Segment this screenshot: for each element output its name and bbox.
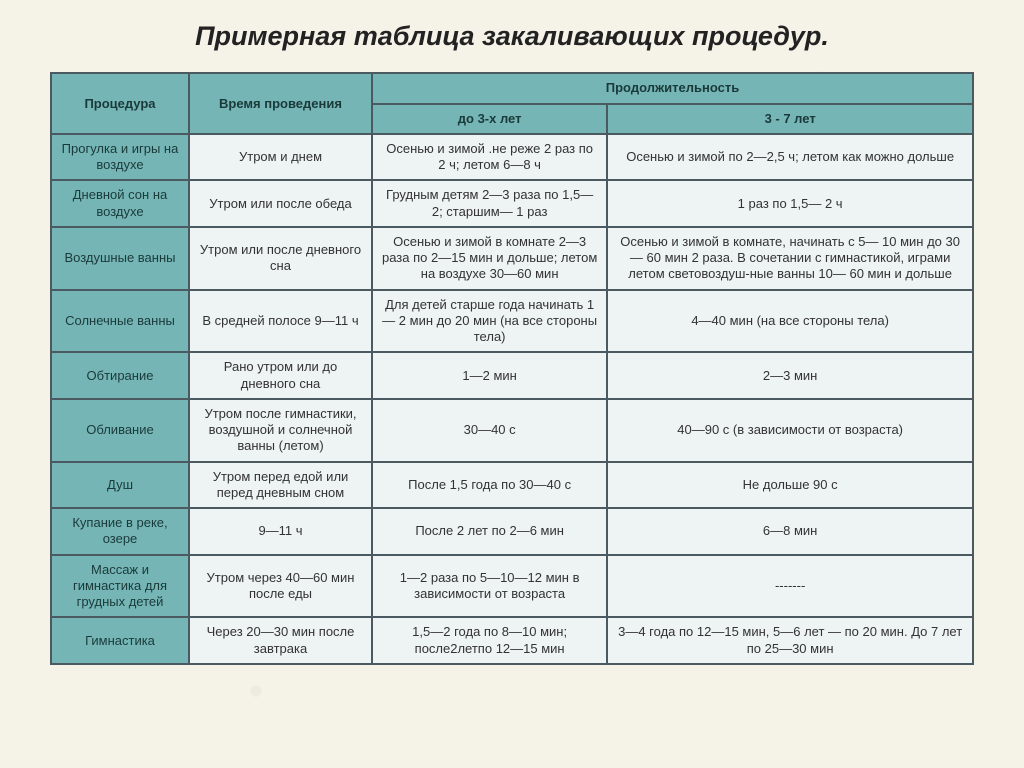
- cell-procedure: Купание в реке, озере: [52, 509, 188, 554]
- procedures-table: Процедура Время проведения Продолжительн…: [50, 72, 974, 665]
- cell-from3to7: -------: [608, 556, 972, 617]
- cell-time: 9—11 ч: [190, 509, 371, 554]
- cell-under3: Осенью и зимой в комнате 2—3 раза по 2—1…: [373, 228, 606, 289]
- table-row: ГимнастикаЧерез 20—30 мин после завтрака…: [52, 618, 972, 663]
- table-row: ОбтираниеРано утром или до дневного сна1…: [52, 353, 972, 398]
- cell-procedure: Обтирание: [52, 353, 188, 398]
- cell-from3to7: 4—40 мин (на все стороны тела): [608, 291, 972, 352]
- cell-time: Утром или после обеда: [190, 181, 371, 226]
- th-under3: до 3-х лет: [373, 105, 606, 133]
- cell-under3: Для детей старше года начинать 1— 2 мин …: [373, 291, 606, 352]
- cell-from3to7: Не дольше 90 с: [608, 463, 972, 508]
- cell-under3: После 1,5 года по 30—40 с: [373, 463, 606, 508]
- page-title: Примерная таблица закаливающих процедур.: [50, 18, 974, 54]
- table-row: Массаж и гимнастика для грудных детейУтр…: [52, 556, 972, 617]
- cell-from3to7: 2—3 мин: [608, 353, 972, 398]
- th-duration: Продолжительность: [373, 74, 972, 102]
- cell-time: Утром перед едой или перед дневным сном: [190, 463, 371, 508]
- cell-under3: 30—40 с: [373, 400, 606, 461]
- table-row: Дневной сон на воздухеУтром или после об…: [52, 181, 972, 226]
- cell-procedure: Массаж и гимнастика для грудных детей: [52, 556, 188, 617]
- cell-from3to7: 6—8 мин: [608, 509, 972, 554]
- cell-procedure: Душ: [52, 463, 188, 508]
- cell-time: В средней полосе 9—11 ч: [190, 291, 371, 352]
- th-from3to7: 3 - 7 лет: [608, 105, 972, 133]
- table-row: ОбливаниеУтром после гимнастики, воздушн…: [52, 400, 972, 461]
- cell-time: Утром и днем: [190, 135, 371, 180]
- cell-procedure: Солнечные ванны: [52, 291, 188, 352]
- th-time: Время проведения: [190, 74, 371, 133]
- table-row: Воздушные ванныУтром или после дневного …: [52, 228, 972, 289]
- cell-procedure: Прогулка и игры на воздухе: [52, 135, 188, 180]
- cell-time: Утром или после дневного сна: [190, 228, 371, 289]
- cell-procedure: Дневной сон на воздухе: [52, 181, 188, 226]
- cell-time: Через 20—30 мин после завтрака: [190, 618, 371, 663]
- cell-under3: Грудным детям 2—3 раза по 1,5—2; старшим…: [373, 181, 606, 226]
- cell-under3: 1—2 раза по 5—10—12 мин в зависимости от…: [373, 556, 606, 617]
- cell-time: Утром после гимнастики, воздушной и солн…: [190, 400, 371, 461]
- cell-under3: Осенью и зимой .не реже 2 раз по 2 ч; ле…: [373, 135, 606, 180]
- cell-from3to7: Осенью и зимой по 2—2,5 ч; летом как мож…: [608, 135, 972, 180]
- cell-under3: После 2 лет по 2—6 мин: [373, 509, 606, 554]
- cell-time: Рано утром или до дневного сна: [190, 353, 371, 398]
- th-procedure: Процедура: [52, 74, 188, 133]
- cell-from3to7: 1 раз по 1,5— 2 ч: [608, 181, 972, 226]
- cell-procedure: Воздушные ванны: [52, 228, 188, 289]
- table-row: ДушУтром перед едой или перед дневным сн…: [52, 463, 972, 508]
- cell-under3: 1,5—2 года по 8—10 мин; после2летпо 12—1…: [373, 618, 606, 663]
- cell-from3to7: 3—4 года по 12—15 мин, 5—6 лет — по 20 м…: [608, 618, 972, 663]
- cell-from3to7: 40—90 с (в зависимости от возраста): [608, 400, 972, 461]
- table-row: Прогулка и игры на воздухеУтром и днемОс…: [52, 135, 972, 180]
- cell-procedure: Гимнастика: [52, 618, 188, 663]
- cell-time: Утром через 40—60 мин после еды: [190, 556, 371, 617]
- cell-procedure: Обливание: [52, 400, 188, 461]
- cell-under3: 1—2 мин: [373, 353, 606, 398]
- cell-from3to7: Осенью и зимой в комнате, начинать с 5— …: [608, 228, 972, 289]
- table-row: Купание в реке, озере9—11 чПосле 2 лет п…: [52, 509, 972, 554]
- table-row: Солнечные ванныВ средней полосе 9—11 чДл…: [52, 291, 972, 352]
